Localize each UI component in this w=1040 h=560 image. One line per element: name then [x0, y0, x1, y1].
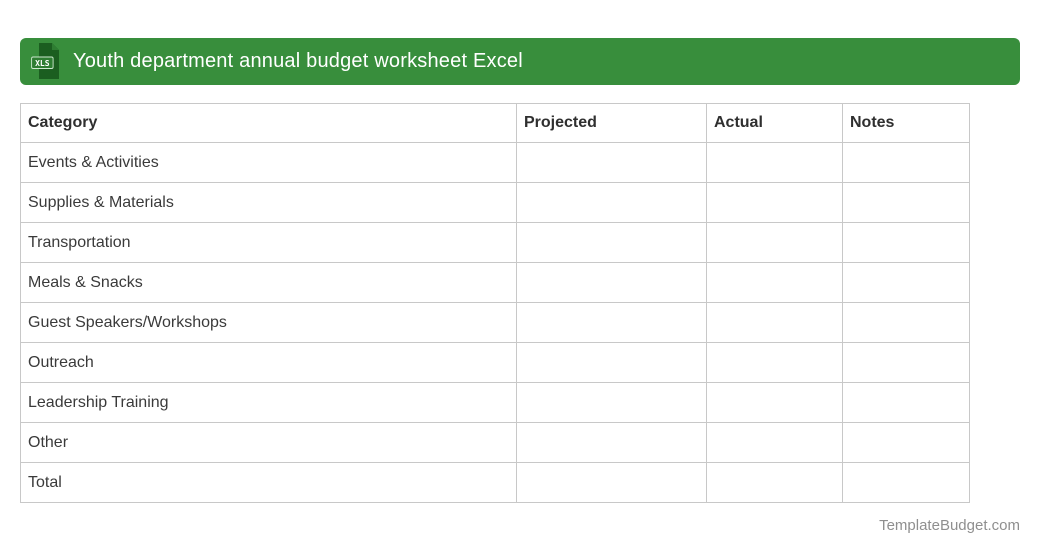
cell-projected: [516, 342, 707, 383]
cell-notes: [842, 182, 970, 223]
cell-actual: [706, 262, 843, 303]
cell-category: Leadership Training: [20, 382, 517, 423]
cell-category: Total: [20, 462, 517, 503]
column-header-projected: Projected: [516, 103, 707, 143]
cell-actual: [706, 302, 843, 343]
column-header-notes: Notes: [842, 103, 970, 143]
page-container: XLS Youth department annual budget works…: [20, 38, 1020, 534]
cell-actual: [706, 422, 843, 463]
cell-category: Guest Speakers/Workshops: [20, 302, 517, 343]
cell-category: Events & Activities: [20, 142, 517, 183]
title-bar: XLS Youth department annual budget works…: [20, 38, 1020, 85]
cell-category: Transportation: [20, 222, 517, 263]
cell-category: Other: [20, 422, 517, 463]
table-row: Transportation: [20, 222, 970, 263]
cell-notes: [842, 302, 970, 343]
table-row: Events & Activities: [20, 142, 970, 183]
table-row: Supplies & Materials: [20, 182, 970, 223]
cell-notes: [842, 262, 970, 303]
cell-category: Supplies & Materials: [20, 182, 517, 223]
cell-actual: [706, 462, 843, 503]
table-row: Outreach: [20, 342, 970, 383]
xls-icon-label: XLS: [35, 59, 50, 68]
budget-table: Category Projected Actual Notes Events &…: [20, 103, 970, 503]
column-header-category: Category: [20, 103, 517, 143]
cell-actual: [706, 142, 843, 183]
cell-projected: [516, 222, 707, 263]
cell-category: Meals & Snacks: [20, 262, 517, 303]
table-row: Meals & Snacks: [20, 262, 970, 303]
table-row: Guest Speakers/Workshops: [20, 302, 970, 343]
xls-file-icon: XLS: [31, 42, 59, 79]
cell-notes: [842, 462, 970, 503]
cell-actual: [706, 342, 843, 383]
cell-projected: [516, 382, 707, 423]
table-row: Leadership Training: [20, 382, 970, 423]
cell-projected: [516, 462, 707, 503]
cell-actual: [706, 182, 843, 223]
cell-notes: [842, 222, 970, 263]
cell-projected: [516, 422, 707, 463]
cell-notes: [842, 422, 970, 463]
table-row: Other: [20, 422, 970, 463]
cell-notes: [842, 342, 970, 383]
page-title: Youth department annual budget worksheet…: [73, 50, 523, 72]
cell-projected: [516, 182, 707, 223]
table-header-row: Category Projected Actual Notes: [20, 103, 970, 143]
column-header-actual: Actual: [706, 103, 843, 143]
cell-projected: [516, 262, 707, 303]
site-watermark: TemplateBudget.com: [879, 517, 1020, 534]
cell-actual: [706, 382, 843, 423]
cell-notes: [842, 382, 970, 423]
cell-actual: [706, 222, 843, 263]
cell-projected: [516, 142, 707, 183]
cell-notes: [842, 142, 970, 183]
cell-projected: [516, 302, 707, 343]
table-row: Total: [20, 462, 970, 503]
cell-category: Outreach: [20, 342, 517, 383]
